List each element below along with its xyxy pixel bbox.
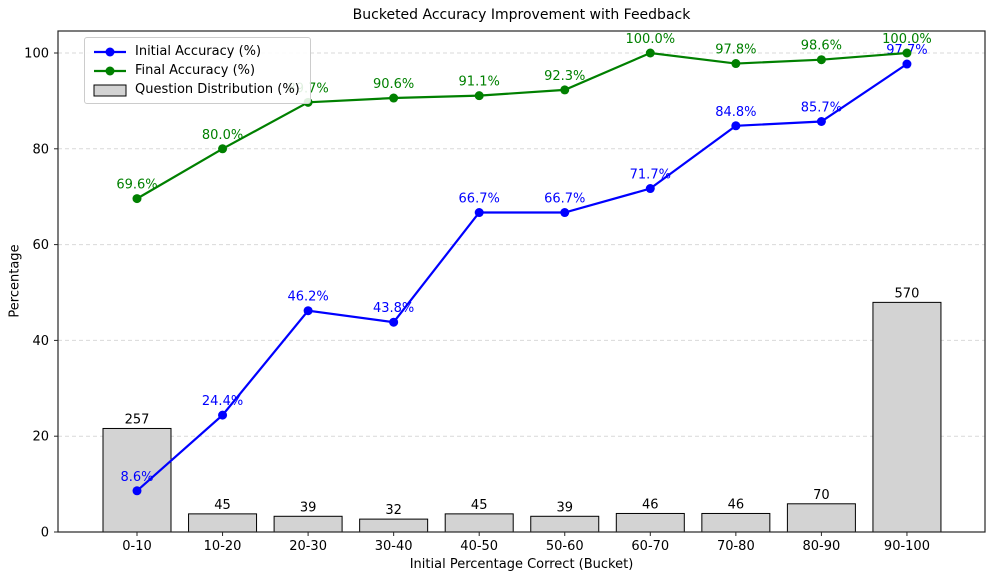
x-tick-label: 20-30 <box>289 539 327 554</box>
final-accuracy-point-label: 80.0% <box>202 128 243 143</box>
initial-accuracy-point-label: 46.2% <box>287 290 328 305</box>
initial-accuracy-point-label: 85.7% <box>801 100 842 115</box>
initial-accuracy-point <box>816 116 826 126</box>
bar <box>701 512 771 533</box>
final-accuracy-point-label: 100.0% <box>882 32 932 47</box>
final-accuracy-point-label: 92.3% <box>544 69 585 84</box>
legend-item-initial-accuracy: Initial Accuracy (%) <box>93 44 300 59</box>
initial-accuracy-point <box>474 208 484 218</box>
final-accuracy-point <box>816 55 826 65</box>
bar <box>786 503 856 533</box>
initial-accuracy-point-label: 66.7% <box>544 192 585 207</box>
legend-marker <box>105 47 115 56</box>
bar-count-label: 257 <box>125 412 150 427</box>
final-accuracy-point-label: 91.1% <box>459 75 500 90</box>
bar <box>615 512 685 533</box>
x-tick-label: 30-40 <box>375 539 413 554</box>
final-accuracy-point-label: 100.0% <box>626 32 676 47</box>
bar <box>530 515 600 533</box>
bar <box>273 515 343 533</box>
final-accuracy-point-label: 90.6% <box>373 77 414 92</box>
x-tick-label: 0-10 <box>122 539 152 554</box>
x-tick-label: 50-60 <box>546 539 584 554</box>
initial-accuracy-line <box>136 63 908 492</box>
legend-marker <box>105 66 115 75</box>
final-accuracy-point-label: 69.6% <box>116 178 157 193</box>
legend-label: Question Distribution (%) <box>135 82 300 97</box>
bar-count-label: 70 <box>813 488 830 503</box>
legend-item-question-distribution: Question Distribution (%) <box>93 82 300 97</box>
legend-patch <box>93 84 127 96</box>
y-tick-label: 20 <box>32 430 49 445</box>
x-axis-label: Initial Percentage Correct (Bucket) <box>409 557 634 572</box>
bar <box>188 513 258 533</box>
bar <box>102 427 172 533</box>
initial-accuracy-point <box>902 59 912 69</box>
final-accuracy-point <box>474 91 484 101</box>
final-accuracy-point <box>902 48 912 58</box>
bar-count-label: 45 <box>471 498 488 513</box>
line-marker-sample-icon <box>94 66 126 75</box>
x-tick-label: 40-50 <box>460 539 498 554</box>
legend: Initial Accuracy (%) Final Accuracy (%) … <box>84 37 311 104</box>
final-accuracy-point <box>389 93 399 103</box>
bar <box>872 301 942 533</box>
y-tick-label: 100 <box>24 47 49 62</box>
bar <box>444 513 514 533</box>
bar-count-label: 570 <box>895 286 920 301</box>
initial-accuracy-point <box>560 208 570 218</box>
bar-count-label: 46 <box>642 497 659 512</box>
bar <box>359 518 429 533</box>
final-accuracy-point <box>731 59 741 69</box>
x-tick-label: 10-20 <box>204 539 242 554</box>
x-tick-label: 90-100 <box>884 539 930 554</box>
plot-border <box>57 30 986 533</box>
y-tick-label: 40 <box>32 334 49 349</box>
x-tick-label: 80-90 <box>803 539 841 554</box>
final-accuracy-point <box>218 144 228 154</box>
y-tick-label: 80 <box>32 142 49 157</box>
legend-label: Final Accuracy (%) <box>135 63 256 78</box>
final-accuracy-point-label: 97.8% <box>715 43 756 58</box>
initial-accuracy-point-label: 71.7% <box>630 168 671 183</box>
bar-count-label: 39 <box>300 500 317 515</box>
initial-accuracy-point <box>389 317 399 327</box>
bar-patch-sample-icon <box>93 84 127 96</box>
x-tick-label: 70-80 <box>717 539 755 554</box>
final-accuracy-point-label: 98.6% <box>801 39 842 54</box>
y-tick-label: 0 <box>41 526 49 541</box>
final-accuracy-point <box>132 194 142 204</box>
bar-count-label: 32 <box>385 503 402 518</box>
line-marker-sample-icon <box>94 47 126 56</box>
x-tick-label: 60-70 <box>631 539 669 554</box>
final-accuracy-point <box>560 85 570 95</box>
initial-accuracy-point <box>303 306 313 316</box>
legend-item-final-accuracy: Final Accuracy (%) <box>93 63 300 78</box>
initial-accuracy-point-label: 8.6% <box>120 470 153 485</box>
initial-accuracy-point <box>645 184 655 194</box>
y-tick-label: 60 <box>32 238 49 253</box>
bar-count-label: 39 <box>556 500 573 515</box>
bar-count-label: 45 <box>214 498 231 513</box>
chart-title: Bucketed Accuracy Improvement with Feedb… <box>352 7 691 23</box>
initial-accuracy-point <box>132 486 142 496</box>
final-accuracy-point <box>645 48 655 58</box>
bar-count-label: 46 <box>728 497 745 512</box>
initial-accuracy-point-label: 43.8% <box>373 301 414 316</box>
initial-accuracy-point <box>731 121 741 131</box>
final-accuracy-line <box>136 51 908 200</box>
initial-accuracy-point-label: 84.8% <box>715 105 756 120</box>
initial-accuracy-point-label: 24.4% <box>202 394 243 409</box>
initial-accuracy-point <box>218 410 228 420</box>
y-axis-label: Percentage <box>7 244 23 318</box>
initial-accuracy-point-label: 66.7% <box>459 192 500 207</box>
legend-label: Initial Accuracy (%) <box>135 44 262 59</box>
